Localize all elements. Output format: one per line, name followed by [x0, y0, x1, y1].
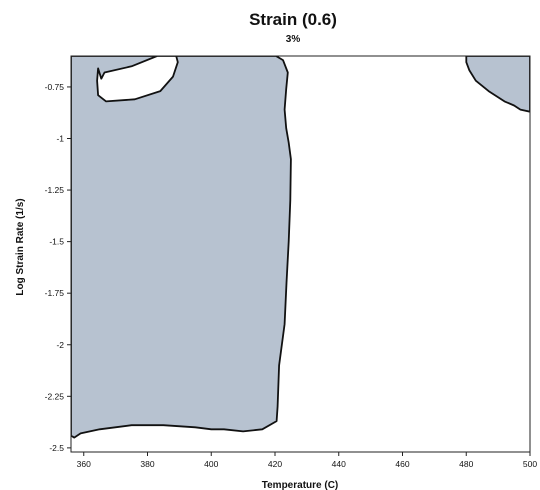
- x-tick-label: 480: [459, 459, 473, 469]
- contour-regions: [71, 56, 530, 439]
- x-tick-label: 460: [395, 459, 409, 469]
- x-axis-label: Temperature (C): [262, 480, 339, 490]
- x-tick-label: 440: [332, 459, 346, 469]
- chart-subtitle: 3%: [286, 34, 301, 45]
- y-tick-label: -2: [56, 340, 64, 350]
- right-region: [465, 56, 530, 113]
- y-axis-ticks: -0.75 -1 -1.25 -1.5 -1.75 -2 -2.25 -2.5: [45, 82, 71, 453]
- x-tick-label: 360: [77, 459, 91, 469]
- left-region: [71, 56, 292, 439]
- y-tick-label: -1: [56, 134, 64, 144]
- y-tick-label: -2.5: [49, 443, 64, 453]
- x-axis-ticks: 360 380 400 420 440 460 480 500: [77, 452, 537, 469]
- plot-frame: [70, 55, 531, 453]
- chart-title: Strain (0.6): [249, 10, 337, 29]
- x-tick-label: 400: [204, 459, 218, 469]
- y-tick-label: -2.25: [45, 391, 65, 401]
- y-tick-label: -1.25: [45, 185, 65, 195]
- x-tick-label: 500: [523, 459, 537, 469]
- y-tick-label: -0.75: [45, 82, 65, 92]
- x-tick-label: 420: [268, 459, 282, 469]
- y-tick-label: -1.75: [45, 288, 65, 298]
- y-tick-label: -1.5: [49, 237, 64, 247]
- x-tick-label: 380: [140, 459, 154, 469]
- y-axis-label: Log Strain Rate (1/s): [15, 198, 26, 295]
